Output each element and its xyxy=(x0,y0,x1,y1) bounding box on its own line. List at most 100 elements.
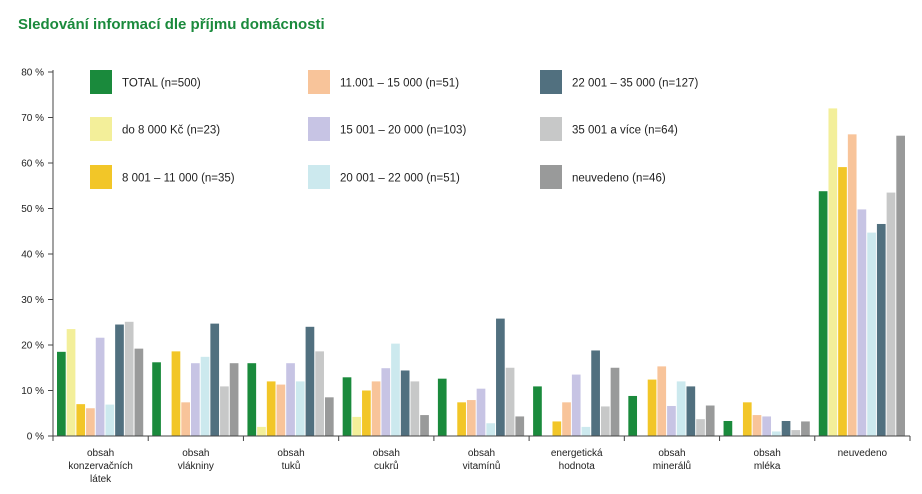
bar xyxy=(286,363,295,436)
y-axis-ticks: 0 % 10 % 20 % 30 % 40 % 50 % 60 % 70 % 80 % xyxy=(21,68,53,443)
bar xyxy=(152,362,161,436)
bar xyxy=(400,370,410,436)
bar xyxy=(696,419,705,436)
x-tick-label: konzervačních xyxy=(68,461,132,472)
bar xyxy=(667,405,676,436)
x-tick-label: mléka xyxy=(754,461,781,472)
x-tick-label: neuvedeno xyxy=(838,448,888,459)
bar xyxy=(515,416,525,436)
bar xyxy=(581,426,591,436)
x-tick-label: vlákniny xyxy=(178,461,214,472)
bar xyxy=(781,420,791,436)
bar xyxy=(600,406,610,436)
bar xyxy=(628,395,638,436)
x-tick-label: obsah xyxy=(373,448,400,459)
bar xyxy=(896,135,905,436)
bar xyxy=(762,416,772,436)
bar xyxy=(190,363,200,436)
bar xyxy=(324,397,334,436)
bar xyxy=(352,416,362,436)
bar xyxy=(571,374,581,436)
bar xyxy=(210,323,220,436)
bar xyxy=(86,408,95,436)
legend-label: 15 001 – 20 000 (n=103) xyxy=(340,125,466,137)
bar xyxy=(591,350,600,436)
x-tick-label: cukrů xyxy=(374,460,398,472)
x-axis-labels: obsah konzervačních látek obsah vlákniny obsa… xyxy=(68,448,887,485)
bar xyxy=(496,318,505,436)
legend-swatch xyxy=(90,70,112,94)
bar xyxy=(476,388,486,436)
legend-label: 35 001 a více (n=64) xyxy=(572,125,678,137)
x-tick-label: tuků xyxy=(282,460,301,472)
bar xyxy=(315,351,324,436)
bar xyxy=(867,232,876,436)
x-tick-label: obsah xyxy=(277,448,304,459)
legend-swatch xyxy=(540,117,562,141)
bar xyxy=(171,351,181,436)
legend: TOTAL (n=500) do 8 000 Kč (n=23) 8 001 – 1… xyxy=(90,70,698,189)
bar xyxy=(552,421,562,436)
x-tick-label: obsah xyxy=(754,448,781,459)
x-tick-label: látek xyxy=(90,474,112,485)
bar xyxy=(562,402,571,436)
x-tick-label: energetická xyxy=(551,448,603,459)
legend-swatch xyxy=(308,70,330,94)
legend-label: 22 001 – 35 000 (n=127) xyxy=(572,78,698,90)
bar xyxy=(134,348,144,436)
bar xyxy=(752,415,762,436)
y-tick-label: 0 % xyxy=(27,432,44,443)
bar xyxy=(437,378,447,436)
bar xyxy=(457,402,466,436)
y-tick-label: 20 % xyxy=(21,341,44,352)
chart-title: Sledování informací dle příjmu domácnost… xyxy=(18,16,325,33)
x-tick-label: obsah xyxy=(658,448,685,459)
bar xyxy=(391,343,400,436)
bar xyxy=(505,367,515,436)
bar xyxy=(305,326,315,436)
bar xyxy=(828,108,838,437)
bar xyxy=(723,420,733,436)
y-tick-label: 10 % xyxy=(21,386,44,397)
y-tick-label: 30 % xyxy=(21,295,44,306)
bar xyxy=(772,431,781,436)
y-tick-label: 60 % xyxy=(21,159,44,170)
bar xyxy=(533,386,542,436)
legend-swatch xyxy=(90,165,112,189)
bar xyxy=(857,209,867,436)
bar xyxy=(886,192,896,436)
bar xyxy=(876,223,886,436)
bar xyxy=(181,402,190,436)
legend-swatch xyxy=(308,117,330,141)
bars xyxy=(57,108,905,437)
x-tick-label: hodnota xyxy=(559,461,596,472)
bar xyxy=(742,402,752,436)
legend-swatch xyxy=(90,117,112,141)
legend-label: 8 001 – 11 000 (n=35) xyxy=(122,173,235,185)
bar xyxy=(276,384,286,436)
bar xyxy=(801,421,810,436)
x-tick-label: vitamínů xyxy=(463,460,501,472)
bar xyxy=(676,381,686,436)
x-tick-label: obsah xyxy=(182,448,209,459)
bar xyxy=(342,377,352,436)
bar xyxy=(247,363,257,436)
legend-label: do 8 000 Kč (n=23) xyxy=(122,125,220,137)
bar xyxy=(657,366,667,436)
bar xyxy=(791,430,801,436)
bar xyxy=(124,321,134,436)
y-tick-label: 40 % xyxy=(21,250,44,261)
y-tick-label: 70 % xyxy=(21,113,44,124)
bar xyxy=(95,337,105,436)
x-tick-label: obsah xyxy=(87,448,114,459)
legend-swatch xyxy=(308,165,330,189)
legend-label: 20 001 – 22 000 (n=51) xyxy=(340,173,460,185)
bar xyxy=(705,405,715,436)
bar xyxy=(76,404,86,436)
bar xyxy=(466,400,476,436)
bar xyxy=(818,191,828,436)
bar xyxy=(610,367,620,436)
x-tick-label: minerálů xyxy=(653,460,691,472)
bar xyxy=(200,356,210,436)
